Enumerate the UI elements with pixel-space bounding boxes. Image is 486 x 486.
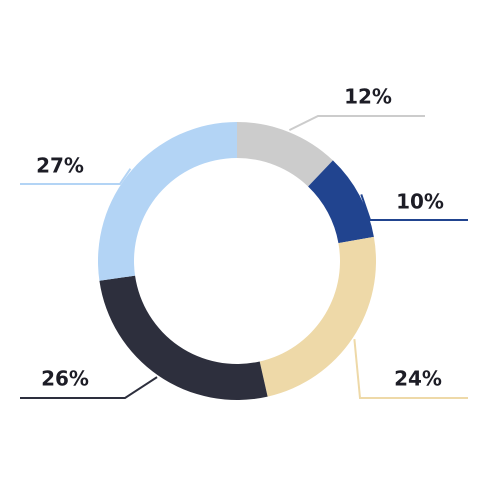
value-label: 12% xyxy=(344,85,392,109)
leader-line xyxy=(353,339,468,399)
value-label: 24% xyxy=(394,367,442,391)
leader-line xyxy=(360,194,468,221)
value-label: 27% xyxy=(36,154,84,178)
value-label: 10% xyxy=(396,190,444,214)
leader-line xyxy=(20,376,158,399)
donut-slice xyxy=(98,122,237,281)
leader-line xyxy=(288,115,425,131)
donut-slice xyxy=(259,236,376,397)
donut-slice xyxy=(237,122,333,187)
donut-slice xyxy=(308,160,374,244)
leader-line xyxy=(20,168,132,185)
value-label: 26% xyxy=(41,367,89,391)
donut-slice xyxy=(99,275,268,401)
